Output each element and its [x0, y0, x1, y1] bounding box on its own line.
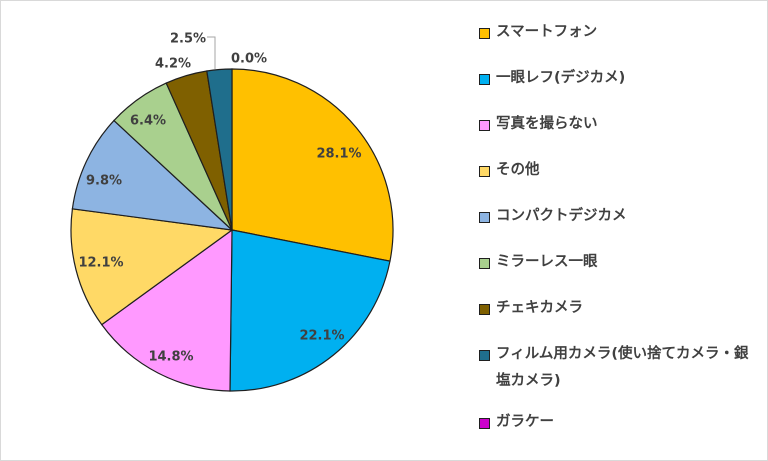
legend-label-4: その他 [496, 162, 540, 178]
data-label-7: 4.2% [155, 57, 191, 72]
legend-swatch-5 [479, 212, 490, 223]
leader-line [207, 36, 216, 69]
data-label-3: 14.8% [148, 350, 193, 365]
legend-label-2: 一眼レフ(デジカメ) [496, 70, 626, 86]
legend-swatch-4 [479, 166, 490, 177]
data-label-5: 9.8% [86, 174, 122, 189]
legend-label-6: ミラーレス一眼 [496, 254, 598, 270]
slice-4 [70, 208, 234, 326]
legend-label-5: コンパクトデジカメ [496, 208, 627, 224]
legend-swatch-9 [479, 418, 490, 429]
legend-label-8: フィルム用カメラ(使い捨てカメラ・銀塩カメラ) [496, 346, 749, 389]
data-label-1: 28.1% [316, 147, 361, 162]
legend-swatch-3 [479, 120, 490, 131]
slice-1 [231, 68, 394, 262]
legend-item-7: チェキカメラ [479, 295, 583, 322]
slice-3 [100, 228, 233, 392]
data-label-4: 12.1% [78, 256, 123, 271]
legend-item-1: スマートフォン [479, 19, 597, 46]
legend-label-3: 写真を撮らない [496, 116, 598, 132]
legend-swatch-2 [479, 74, 490, 85]
legend-item-8: フィルム用カメラ(使い捨てカメラ・銀塩カメラ) [479, 341, 751, 395]
legend-item-5: コンパクトデジカメ [479, 203, 627, 230]
legend-item-2: 一眼レフ(デジカメ) [479, 65, 625, 92]
data-label-8: 2.5% [170, 32, 206, 47]
data-label-9: 0.0% [231, 52, 267, 67]
data-label-6: 6.4% [130, 114, 166, 129]
legend-swatch-1 [479, 28, 490, 39]
legend-item-9: ガラケー [479, 409, 554, 436]
legend-swatch-6 [479, 258, 490, 269]
legend-label-1: スマートフォン [496, 24, 598, 40]
legend-swatch-7 [479, 304, 490, 315]
slice-8 [206, 68, 233, 231]
data-label-2: 22.1% [299, 329, 344, 344]
legend-swatch-8 [479, 350, 490, 361]
slice-5 [71, 119, 234, 231]
slice-2 [229, 229, 391, 392]
legend-item-3: 写真を撮らない [479, 111, 598, 138]
legend-label-9: ガラケー [496, 414, 554, 430]
legend-label-7: チェキカメラ [496, 300, 583, 316]
legend-item-4: その他 [479, 157, 540, 184]
legend-item-6: ミラーレス一眼 [479, 249, 598, 276]
